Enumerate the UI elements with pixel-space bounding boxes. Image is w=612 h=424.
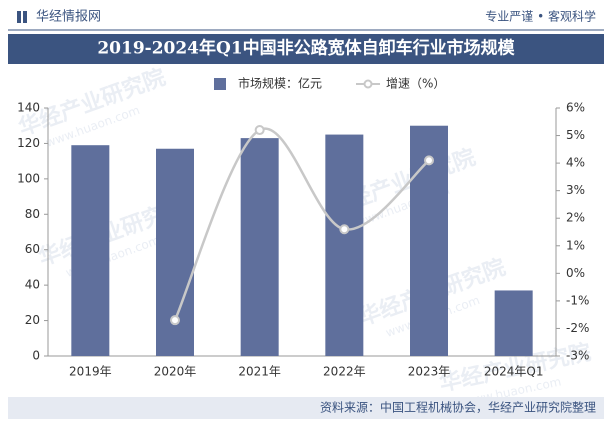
y2-tick-label: 1%	[566, 238, 585, 252]
chart-title: 2019-2024年Q1中国非公路宽体自卸车行业市场规模	[97, 38, 515, 59]
growth-line	[173, 127, 430, 321]
x-tick-label: 2024年Q1	[484, 365, 544, 379]
y2-tick-label: 3%	[566, 183, 585, 197]
legend-swatch	[363, 79, 373, 89]
y-tick-label: 100	[17, 171, 40, 185]
y2-tick-label: 4%	[566, 156, 585, 170]
logo-icon	[23, 11, 27, 23]
y-tick-label: 140	[17, 101, 40, 115]
y-tick-label: 80	[25, 207, 40, 221]
y2-tick-label: -3%	[566, 349, 589, 363]
y2-tick-label: -1%	[566, 293, 589, 307]
y-tick-label: 0	[32, 349, 40, 363]
x-tick-label: 2023年	[408, 365, 451, 379]
slogan: 专业严谨 • 客观科学	[485, 9, 596, 24]
y-tick-label: 120	[17, 136, 40, 150]
y-tick-label: 60	[25, 242, 40, 256]
growth-point	[254, 125, 265, 136]
growth-point	[170, 315, 180, 326]
footer-band	[8, 397, 604, 419]
bar	[494, 290, 533, 356]
legend-swatch	[214, 78, 226, 90]
growth-point	[424, 155, 434, 166]
title-banner	[8, 34, 604, 64]
y-tick-label: 20	[25, 313, 40, 327]
brand: 华经情报网	[36, 10, 101, 25]
x-tick-label: 2021年	[238, 365, 281, 379]
source-note: 资料来源：中国工程机械协会，华经产业研究院整理	[320, 400, 596, 415]
legend-label: 市场规模：亿元	[238, 76, 322, 91]
y2-tick-label: 6%	[566, 101, 585, 115]
x-tick-label: 2020年	[154, 365, 197, 379]
y-tick-label: 40	[25, 278, 40, 292]
y2-tick-label: -2%	[566, 321, 589, 335]
legend-label: 增速（%）	[386, 77, 445, 91]
y2-tick-label: 5%	[566, 128, 585, 142]
bar	[240, 138, 279, 356]
bar	[71, 145, 110, 356]
logo-icon	[17, 11, 21, 23]
x-tick-label: 2022年	[323, 365, 366, 379]
x-tick-label: 2019年	[69, 365, 112, 379]
y2-tick-label: 2%	[566, 211, 585, 225]
y2-tick-label: 0%	[566, 266, 585, 280]
growth-point	[339, 224, 350, 235]
bar	[325, 134, 364, 356]
